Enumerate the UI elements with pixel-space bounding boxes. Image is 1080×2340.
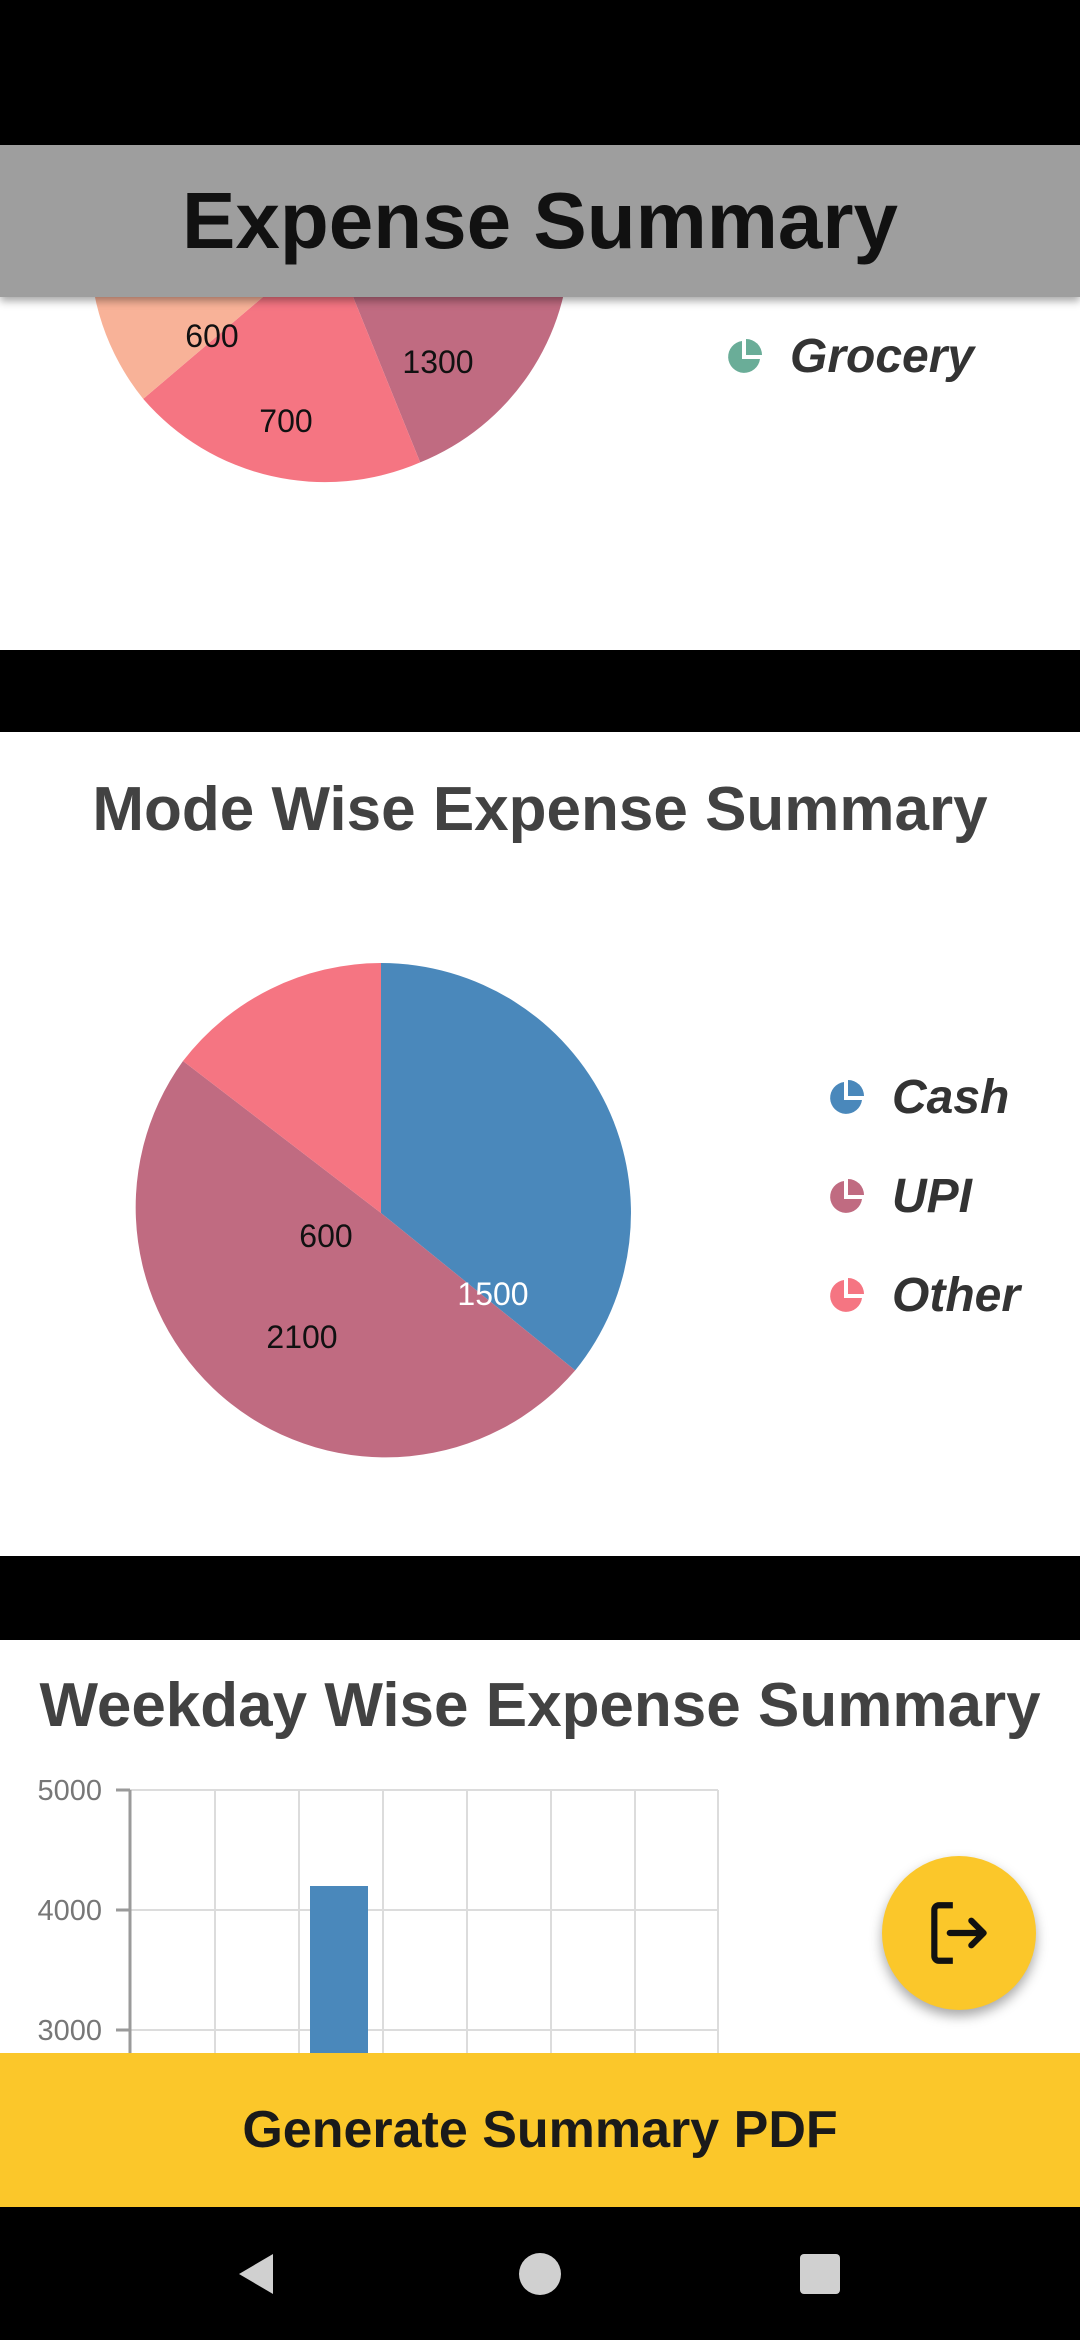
pie-slice-700 <box>143 240 421 483</box>
pie-slice-other <box>183 963 381 1213</box>
navigation-bar <box>0 2207 1080 2340</box>
slice-label-600: 600 <box>185 318 238 354</box>
slice-label-1300: 1300 <box>402 344 473 380</box>
logout-fab-button[interactable] <box>882 1856 1036 2010</box>
slice-label-upi: 2100 <box>266 1319 337 1355</box>
slice-label-cash: 1500 <box>457 1276 528 1312</box>
pie-icon <box>830 1277 864 1312</box>
pie-icon <box>830 1178 864 1213</box>
logout-icon <box>931 1902 987 1964</box>
legend-item-grocery: Grocery <box>724 329 974 384</box>
generate-summary-pdf-button[interactable]: Generate Summary PDF <box>0 2053 1080 2207</box>
pie-slice-cash <box>381 963 631 1371</box>
back-icon <box>239 2253 273 2294</box>
section-title: Mode Wise Expense Summary <box>92 775 988 844</box>
recents-icon <box>800 2253 840 2294</box>
weekday-summary-card: Weekday Wise Expense Summary 5000 4000 3… <box>0 1640 1080 2060</box>
y-tick-label: 5000 <box>37 1775 102 1807</box>
y-tick-label: 3000 <box>37 2015 102 2047</box>
bar-weekday <box>310 1886 368 2060</box>
status-bar <box>0 0 1080 145</box>
legend-item-other: Other <box>826 1268 1020 1323</box>
nav-back-button[interactable] <box>195 2207 315 2340</box>
slice-label-700: 700 <box>259 403 312 439</box>
legend-label: UPI <box>892 1170 973 1223</box>
legend-label: Cash <box>892 1071 1010 1124</box>
home-icon <box>519 2252 561 2295</box>
legend-label: Other <box>892 1269 1021 1322</box>
page-title: Expense Summary <box>0 145 1080 297</box>
slice-label-other: 600 <box>299 1218 352 1254</box>
mode-summary-card: Mode Wise Expense Summary 1500 2100 600 … <box>0 732 1080 1556</box>
y-tick-label: 4000 <box>37 1895 102 1927</box>
legend-item-upi: UPI <box>826 1169 972 1224</box>
nav-home-button[interactable] <box>480 2207 600 2340</box>
legend-item-cash: Cash <box>826 1070 1009 1125</box>
pie-slice-upi <box>135 1061 576 1458</box>
pie-icon <box>830 1079 864 1114</box>
pie-icon <box>728 338 762 373</box>
weekday-bar-chart: 5000 4000 3000 <box>37 1775 719 2060</box>
nav-recents-button[interactable] <box>760 2207 880 2340</box>
mode-pie-chart: 1500 2100 600 <box>135 963 631 1458</box>
legend-label: Grocery <box>790 330 975 383</box>
section-title: Weekday Wise Expense Summary <box>39 1671 1041 1740</box>
